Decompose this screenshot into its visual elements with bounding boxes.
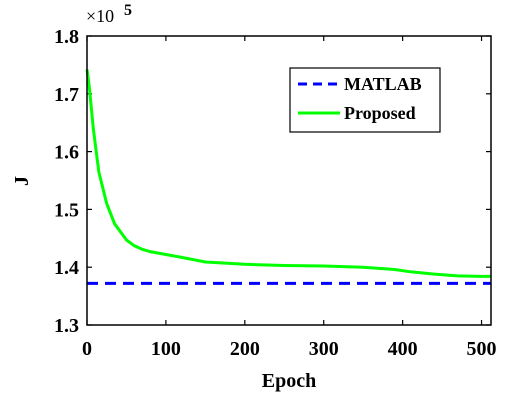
tick-labels: 0 100 200 300 400 500 1.3 1.4 1.5 1.6 1.7 1.8 <box>54 26 497 360</box>
y-tick-label: 1.5 <box>54 199 79 221</box>
y-tick-label: 1.6 <box>54 142 79 164</box>
axis-ticks <box>86 35 491 326</box>
y-tick-label: 1.7 <box>54 84 79 106</box>
x-tick-label: 100 <box>151 338 181 360</box>
legend-label-matlab: MATLAB <box>344 74 422 94</box>
y-tick-label: 1.8 <box>54 26 79 48</box>
x-tick-label: 500 <box>467 338 497 360</box>
y-tick-label: 1.4 <box>54 257 79 279</box>
legend-label-proposed: Proposed <box>344 103 416 123</box>
series-line-proposed <box>85 69 491 278</box>
legend-box <box>289 67 441 133</box>
y-axis-label: J <box>11 176 33 186</box>
x-axis-label: Epoch <box>262 370 316 392</box>
x-tick-label: 200 <box>230 338 260 360</box>
x-tick-label: 0 <box>82 338 92 360</box>
legend: MATLAB Proposed <box>289 67 441 133</box>
plot-frame <box>86 35 492 326</box>
y-exponent-base: ×10 <box>86 6 114 26</box>
series-lines <box>85 69 491 285</box>
y-tick-label: 1.3 <box>54 315 79 337</box>
x-tick-label: 400 <box>388 338 418 360</box>
x-tick-label: 300 <box>309 338 339 360</box>
y-exponent-power: 5 <box>124 2 132 19</box>
